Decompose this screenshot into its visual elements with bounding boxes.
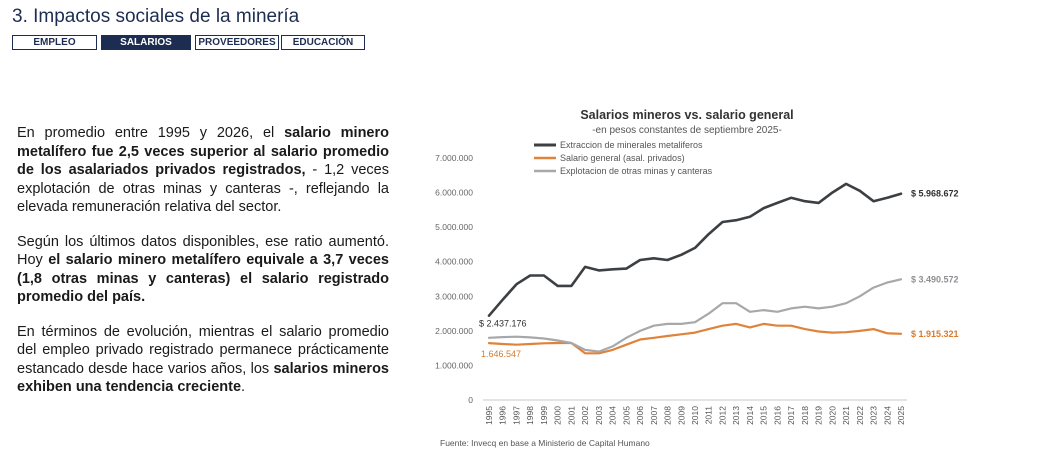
start-label-metaliferos: $ 2.437.176 — [479, 319, 527, 329]
x-tick-label: 1998 — [525, 406, 535, 425]
x-tick-label: 2002 — [580, 406, 590, 425]
y-tick-label: 3.000.000 — [435, 291, 473, 301]
x-tick-label: 1999 — [539, 406, 549, 425]
tab-salarios[interactable]: SALARIOS — [101, 35, 191, 50]
legend-label-metaliferos: Extraccion de minerales metaliferos — [560, 140, 703, 150]
x-tick-label: 2006 — [635, 406, 645, 425]
legend-label-salario-general: Salario general (asal. privados) — [560, 153, 685, 163]
p1-text-c: - 1,2 veces explotación de otras minas y… — [17, 162, 389, 215]
series-line-salario-general — [487, 322, 903, 355]
x-tick-label: 1997 — [511, 406, 521, 425]
end-label-salario-general: $ 1.915.321 — [911, 329, 959, 339]
x-tick-label: 2013 — [731, 406, 741, 425]
x-tick-label: 1995 — [484, 406, 494, 425]
x-tick-label: 2019 — [814, 406, 824, 425]
x-tick-label: 2016 — [772, 406, 782, 425]
p2-text-a: Según los últimos datos disponibles, ese… — [17, 233, 389, 269]
y-tick-label: 2.000.000 — [435, 326, 473, 336]
p3-text-c: . — [241, 379, 246, 395]
p1-text-bold: salario minero metalífero fue 2,5 veces … — [17, 125, 389, 178]
tab-empleo[interactable]: EMPLEO — [12, 35, 97, 50]
y-tick-label: 5.000.000 — [435, 222, 473, 232]
series-line-metaliferos — [487, 182, 903, 318]
x-tick-label: 2011 — [704, 406, 714, 425]
y-tick-label: 6.000.000 — [435, 188, 473, 198]
x-tick-label: 2014 — [745, 406, 755, 425]
end-label-otras-minas: $ 3.490.572 — [911, 274, 959, 284]
legend-label-otras-minas: Explotacion de otras minas y canteras — [560, 166, 713, 176]
tab-bar: EMPLEO SALARIOS PROVEEDORES EDUCACIÓN — [12, 35, 365, 50]
tab-proveedores[interactable]: PROVEEDORES — [195, 35, 279, 50]
x-tick-label: 2020 — [827, 406, 837, 425]
page-title: 3. Impactos sociales de la minería — [12, 6, 300, 27]
x-tick-label: 2012 — [717, 406, 727, 425]
x-tick-label: 2007 — [649, 406, 659, 425]
paragraph-3: En términos de evolución, mientras el sa… — [17, 323, 389, 397]
chart-subtitle: -en pesos constantes de septiembre 2025- — [592, 125, 782, 136]
p2-text-bold: el salario minero metalífero equivale a … — [17, 252, 389, 305]
x-tick-label: 2022 — [855, 406, 865, 425]
body-text: En promedio entre 1995 y 2026, el salari… — [17, 124, 389, 413]
x-tick-label: 2025 — [896, 406, 906, 425]
x-tick-label: 2018 — [800, 406, 810, 425]
tab-educacion[interactable]: EDUCACIÓN — [281, 35, 365, 50]
x-tick-label: 2015 — [759, 406, 769, 425]
x-tick-label: 2010 — [690, 406, 700, 425]
x-tick-label: 2004 — [608, 406, 618, 425]
x-tick-label: 2009 — [676, 406, 686, 425]
paragraph-2: Según los últimos datos disponibles, ese… — [17, 233, 389, 307]
start-label-salario-general: 1.646.547 — [481, 349, 521, 359]
x-tick-label: 2023 — [869, 406, 879, 425]
end-label-metaliferos: $ 5.968.672 — [911, 189, 959, 199]
p3-text-a: En términos de evolución, mientras el sa… — [17, 323, 389, 377]
chart-source: Fuente: Invecq en base a Ministerio de C… — [440, 438, 650, 448]
x-tick-label: 2024 — [882, 406, 892, 425]
x-tick-label: 1996 — [498, 406, 508, 425]
p3-text-bold: salarios mineros exhiben una tendencia c… — [17, 360, 389, 396]
x-tick-label: 2000 — [553, 406, 563, 425]
x-tick-label: 2001 — [566, 406, 576, 425]
x-tick-label: 2008 — [663, 406, 673, 425]
x-tick-label: 2017 — [786, 406, 796, 425]
chart-title: Salarios mineros vs. salario general — [580, 108, 793, 122]
x-tick-label: 2005 — [621, 406, 631, 425]
y-tick-label: 7.000.000 — [435, 153, 473, 163]
y-tick-label: 1.000.000 — [435, 360, 473, 370]
x-tick-label: 2003 — [594, 406, 604, 425]
x-tick-label: 2021 — [841, 406, 851, 425]
paragraph-1: En promedio entre 1995 y 2026, el salari… — [17, 124, 389, 217]
p1-text-a: En promedio entre 1995 y 2026, el — [17, 125, 285, 141]
y-tick-label: 0 — [468, 395, 473, 405]
series-line-otras-minas — [487, 278, 903, 353]
y-tick-label: 4.000.000 — [435, 257, 473, 267]
